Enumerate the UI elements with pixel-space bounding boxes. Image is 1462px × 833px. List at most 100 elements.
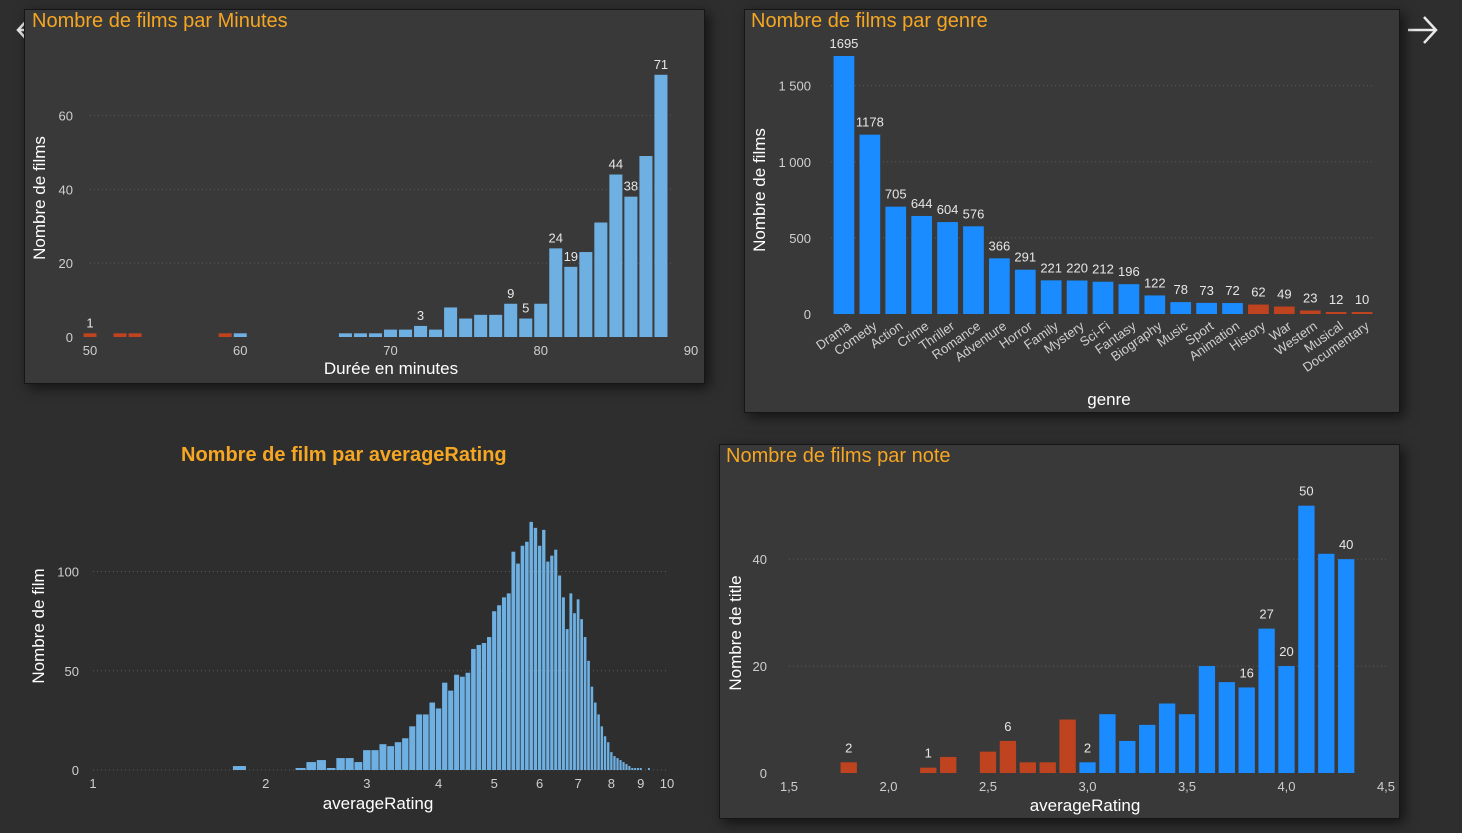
bar	[911, 215, 933, 314]
bar	[492, 611, 497, 770]
y-tick-label: 0	[66, 330, 73, 345]
data-label: 24	[549, 230, 563, 245]
bar	[920, 767, 937, 773]
bar	[999, 740, 1017, 773]
bar	[549, 248, 563, 337]
bar	[533, 527, 538, 770]
bar	[435, 708, 442, 770]
bar	[859, 134, 881, 314]
bar	[989, 258, 1010, 314]
bar	[940, 756, 957, 773]
chart-title: Nombre de films par Minutes	[32, 10, 288, 32]
bar	[558, 575, 562, 770]
arrow-right-icon-graphic	[1408, 16, 1438, 44]
data-label: 6	[1004, 719, 1011, 734]
bar	[1139, 724, 1156, 773]
bar	[1178, 714, 1196, 773]
bar	[1351, 312, 1373, 314]
bar	[402, 738, 409, 770]
chart-panel-genre[interactable]: Nombre de films par genre 0 500 1 000 1 500…	[744, 9, 1400, 413]
bar	[474, 314, 488, 337]
bar	[416, 714, 423, 770]
bar	[564, 266, 578, 337]
bar	[1273, 306, 1295, 314]
bar	[573, 613, 576, 770]
bar	[481, 642, 487, 770]
bar	[937, 222, 958, 314]
bar	[1258, 628, 1275, 773]
data-label: 9	[507, 286, 514, 301]
bar	[597, 714, 600, 770]
x-axis-label: averageRating	[323, 794, 434, 813]
bar	[516, 563, 520, 770]
bar	[631, 768, 634, 770]
bar	[233, 333, 247, 337]
bar	[387, 746, 394, 770]
bar	[546, 561, 550, 770]
bar	[565, 629, 569, 770]
bar	[636, 768, 639, 770]
bar	[634, 768, 637, 770]
chart-panel-rating-hist[interactable]: Nombre de film par averageRating 0 50 100 1…	[24, 438, 703, 818]
bar	[550, 555, 554, 770]
bar	[128, 333, 142, 337]
bar	[1118, 284, 1140, 314]
y-tick-label: 500	[789, 231, 811, 246]
bar	[583, 637, 587, 770]
bar	[345, 758, 354, 770]
bar	[448, 690, 454, 770]
data-label: 196	[1118, 264, 1140, 279]
bar	[1196, 302, 1217, 314]
x-tick-label: 50	[83, 343, 97, 358]
x-tick-label: 70	[383, 343, 397, 358]
y-axis-label: Nombre de title	[726, 575, 745, 690]
bar	[409, 726, 416, 770]
bar	[622, 762, 625, 770]
chart-panel-minutes[interactable]: Nombre de films par Minutes 0 20 40 60 50 60 7…	[24, 9, 705, 384]
data-label: 72	[1225, 283, 1239, 298]
bar	[383, 329, 398, 337]
bar	[83, 333, 97, 337]
bar	[1238, 687, 1255, 773]
x-tick-label: 3,5	[1178, 779, 1196, 794]
x-tick-label: 6	[536, 776, 543, 791]
bar	[1144, 295, 1166, 314]
data-label: 1	[925, 746, 932, 761]
x-tick-label: 2,0	[879, 779, 897, 794]
chart-panel-note[interactable]: Nombre de films par note 0 20 40 1,5 2,0 2,5 3…	[719, 444, 1400, 819]
bar	[306, 762, 316, 770]
x-axis-label: Durée en minutes	[324, 359, 458, 378]
bar	[569, 593, 573, 770]
y-tick-label: 100	[57, 565, 79, 580]
bar	[1099, 714, 1116, 773]
data-label: 19	[564, 249, 578, 264]
x-tick-label: 3	[363, 776, 370, 791]
data-label: 10	[1355, 292, 1369, 307]
x-tick-label: 90	[684, 343, 698, 358]
bar	[399, 329, 413, 337]
bar	[594, 702, 597, 770]
chart-title: Nombre de films par note	[726, 445, 951, 467]
chart-rating-hist: 0 50 100 1 2 3 4 5 6 7 8 9 10 averageRating Nombre de …	[29, 521, 674, 813]
chart-title: Nombre de films par genre	[751, 10, 988, 32]
bar	[113, 333, 127, 337]
y-tick-label: 1 500	[778, 79, 811, 94]
data-label: 38	[624, 179, 638, 194]
data-label: 62	[1251, 285, 1265, 300]
y-axis-label: Nombre de films	[750, 128, 769, 252]
y-tick-label: 50	[65, 664, 79, 679]
bar	[487, 637, 492, 770]
bar	[525, 541, 529, 770]
data-label: 49	[1277, 287, 1291, 302]
x-tick-label: 7	[574, 776, 581, 791]
bar	[442, 682, 448, 770]
data-label: 366	[989, 238, 1011, 253]
bar	[840, 762, 857, 773]
bar	[885, 206, 907, 314]
bar	[639, 768, 642, 770]
x-tick-label: 10	[660, 776, 674, 791]
bar	[628, 766, 631, 770]
arrow-right-icon[interactable]	[1404, 12, 1440, 54]
data-label: 705	[885, 187, 907, 202]
